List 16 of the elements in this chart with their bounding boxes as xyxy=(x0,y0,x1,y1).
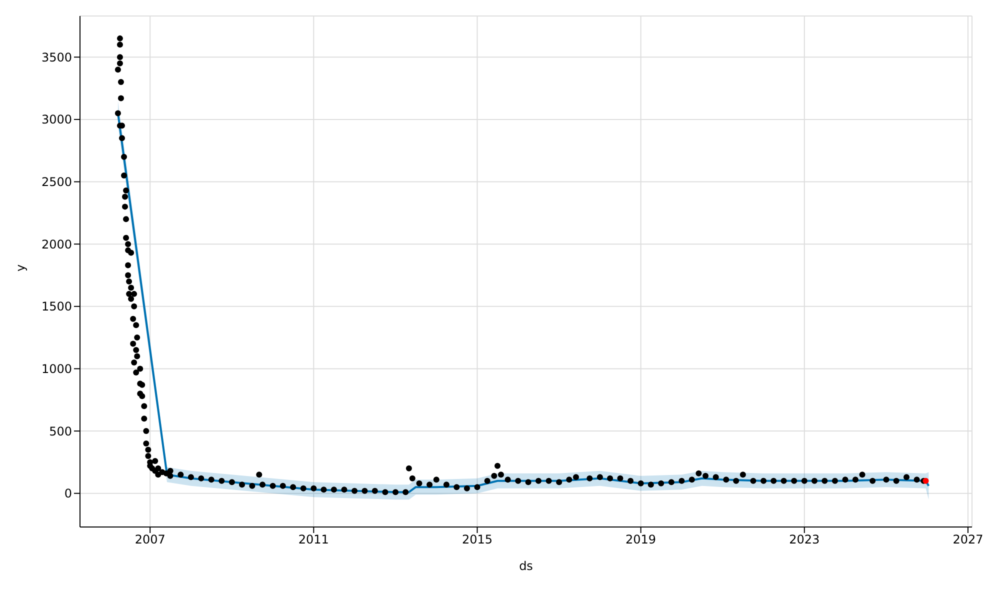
x-tick-label: 2023 xyxy=(789,532,820,547)
y-tick-label: 2500 xyxy=(41,175,72,190)
x-tick-label: 2027 xyxy=(952,532,984,547)
y-tick-label: 0 xyxy=(64,486,72,501)
y-axis-title: y xyxy=(13,264,28,272)
x-tick-label: 2015 xyxy=(462,532,493,547)
y-tick-label: 1500 xyxy=(41,300,72,314)
y-tick-label: 2000 xyxy=(41,237,72,252)
y-tick-label: 3000 xyxy=(41,112,72,127)
y-tick-label: 1000 xyxy=(41,362,72,376)
x-tick-label: 2019 xyxy=(626,532,656,547)
y-tick-label: 3500 xyxy=(41,50,72,64)
y-tick-label: 500 xyxy=(49,424,72,438)
x-tick-label: 2011 xyxy=(298,532,329,547)
x-axis-title: ds xyxy=(519,559,533,573)
x-tick-label: 2007 xyxy=(134,532,166,547)
